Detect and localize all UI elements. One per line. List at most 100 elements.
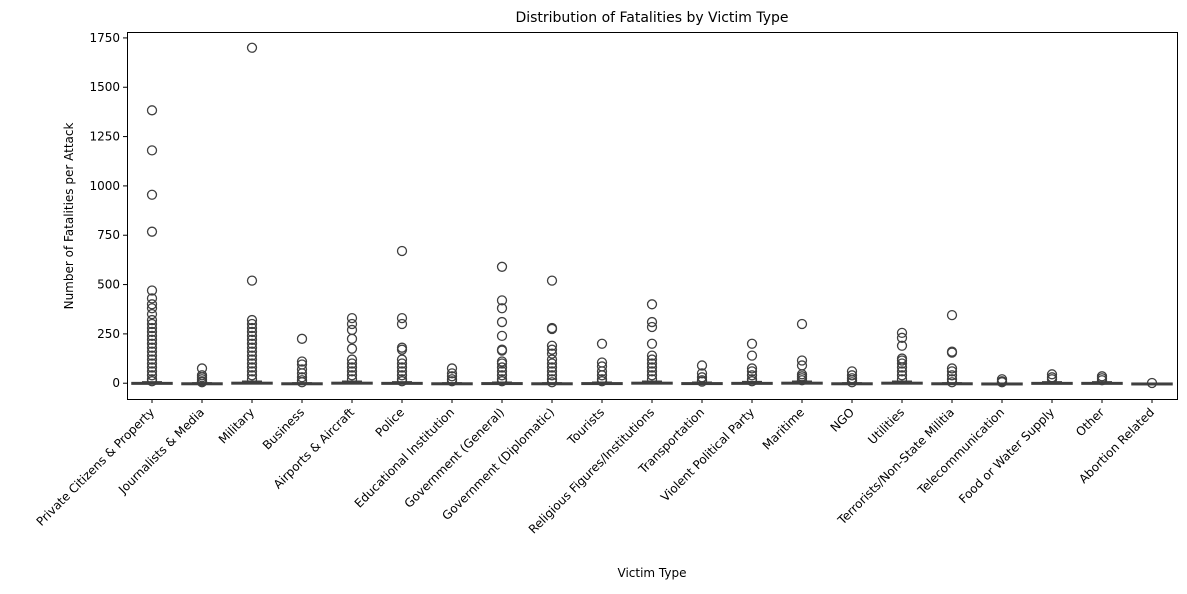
box-other <box>1081 371 1123 386</box>
outlier-point <box>546 366 558 377</box>
outlier-point <box>896 366 908 377</box>
outlier-point <box>296 364 308 375</box>
x-tick-label: Journalists & Media <box>115 405 207 497</box>
outlier-point <box>246 330 258 342</box>
outlier-point <box>546 344 558 355</box>
box-government-general- <box>481 261 523 387</box>
x-tick-label: Utilities <box>865 405 907 447</box>
outlier-point <box>646 374 658 385</box>
outlier-point <box>446 376 458 387</box>
box-maritime <box>781 318 823 386</box>
outlier-point <box>746 366 758 377</box>
outlier-point <box>146 334 158 345</box>
outlier-point <box>896 358 908 369</box>
box-utilities <box>881 327 923 385</box>
outlier-point <box>146 366 158 377</box>
y-tick-label: 500 <box>97 278 120 292</box>
outlier-point <box>496 370 508 381</box>
outlier-point <box>146 330 158 342</box>
outlier-point <box>546 354 558 365</box>
outlier-point <box>146 145 158 156</box>
outlier-point <box>496 303 508 314</box>
outlier-point <box>146 299 158 310</box>
outlier-point <box>246 358 258 369</box>
outlier-point <box>196 377 208 388</box>
outlier-point <box>546 374 558 385</box>
outlier-point <box>746 376 758 387</box>
outlier-point <box>246 42 258 53</box>
outlier-point <box>1096 375 1108 386</box>
x-tick-label: Telecommunication <box>914 405 1007 498</box>
outlier-point <box>146 322 158 334</box>
y-tick-label: 1500 <box>89 80 120 94</box>
outlier-point <box>346 333 358 344</box>
outlier-point <box>946 347 958 358</box>
outlier-point <box>396 354 408 365</box>
outlier-point <box>646 358 658 369</box>
outlier-point <box>496 366 508 377</box>
x-tick-label: Military <box>216 405 257 446</box>
outlier-point <box>346 312 358 324</box>
outlier-point <box>896 362 908 373</box>
outlier-point <box>546 348 558 359</box>
outlier-point <box>946 309 958 321</box>
outlier-point <box>296 333 308 344</box>
outlier-point <box>446 371 458 382</box>
outlier-point <box>146 189 158 200</box>
outlier-point <box>146 358 158 369</box>
outlier-point <box>396 318 408 330</box>
outlier-point <box>796 355 808 366</box>
outlier-point <box>696 376 708 387</box>
x-tick-label: Other <box>1073 405 1107 439</box>
outlier-point <box>546 370 558 381</box>
outlier-point <box>346 366 358 377</box>
outlier-point <box>646 370 658 381</box>
outlier-point <box>296 356 308 367</box>
box-terrorists-non-state-militia <box>931 309 973 388</box>
outlier-point <box>896 327 908 339</box>
outlier-point <box>396 358 408 369</box>
outlier-point <box>646 338 658 349</box>
outlier-point <box>746 350 758 361</box>
x-tick-label: Maritime <box>760 405 807 452</box>
outlier-point <box>396 312 408 324</box>
box-business <box>281 333 323 388</box>
outlier-point <box>246 326 258 338</box>
outlier-point <box>546 340 558 351</box>
outlier-point <box>246 318 258 330</box>
outlier-point <box>146 346 158 357</box>
outlier-point <box>396 344 408 355</box>
outlier-point <box>146 326 158 338</box>
outlier-point <box>346 374 358 385</box>
outlier-point <box>496 362 508 373</box>
outlier-point <box>346 362 358 373</box>
box-private-citizens-property <box>131 105 173 387</box>
outlier-point <box>646 362 658 373</box>
outlier-point <box>746 370 758 381</box>
outlier-point <box>896 370 908 381</box>
outlier-point <box>696 360 708 371</box>
outlier-point <box>696 372 708 383</box>
box-educational-institution <box>431 363 473 387</box>
outlier-point <box>246 374 258 385</box>
box-telecommunication <box>981 374 1023 388</box>
outlier-point <box>346 358 358 369</box>
outlier-point <box>146 309 158 320</box>
outlier-point <box>446 368 458 379</box>
outlier-point <box>246 350 258 361</box>
outlier-point <box>146 285 158 296</box>
outlier-point <box>496 261 508 272</box>
outlier-point <box>396 376 408 387</box>
outlier-point <box>946 366 958 377</box>
outlier-point <box>146 338 158 349</box>
x-tick-label: Tourists <box>564 405 607 448</box>
outlier-point <box>646 321 658 333</box>
box-government-diplomatic- <box>531 275 573 388</box>
outlier-point <box>246 342 258 353</box>
outlier-point <box>146 350 158 361</box>
outlier-point <box>146 376 158 387</box>
outlier-point <box>846 377 858 388</box>
outlier-point <box>646 354 658 365</box>
outlier-point <box>596 376 608 387</box>
